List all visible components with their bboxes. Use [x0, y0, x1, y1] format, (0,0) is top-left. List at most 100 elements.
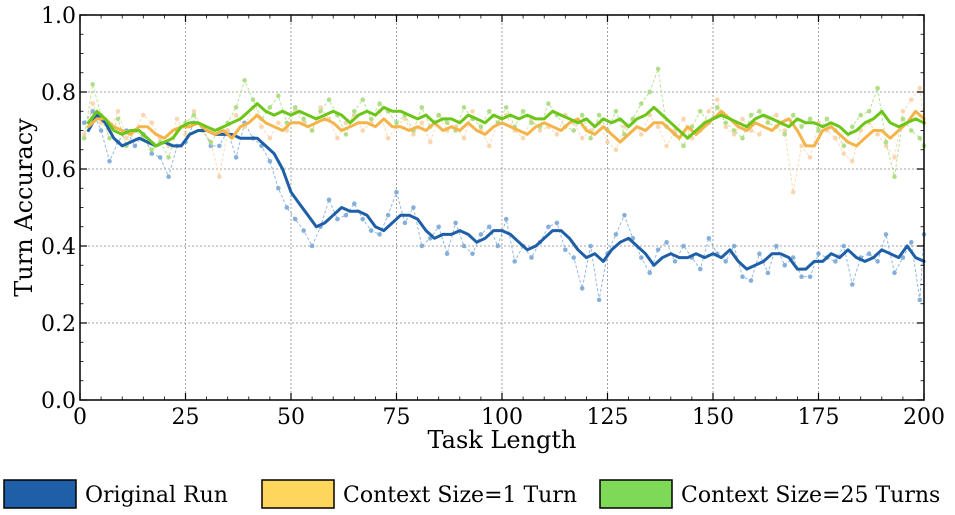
data-point-context-size-1-turn: [917, 85, 923, 91]
data-point-original-run: [731, 243, 737, 249]
data-point-context-size-25-turns: [326, 97, 332, 102]
data-point-context-size-1-turn: [276, 120, 281, 126]
data-point-context-size-25-turns: [807, 116, 813, 122]
x-tick-label: 200: [903, 405, 945, 430]
data-point-context-size-25-turns: [917, 135, 923, 141]
data-point-context-size-1-turn: [731, 132, 737, 137]
data-point-context-size-25-turns: [850, 124, 855, 129]
data-point-original-run: [698, 266, 703, 272]
data-point-original-run: [757, 251, 762, 256]
data-point-original-run: [622, 212, 627, 218]
data-point-original-run: [453, 220, 458, 226]
data-point-context-size-25-turns: [276, 93, 281, 99]
data-point-context-size-1-turn: [723, 124, 728, 129]
data-point-context-size-25-turns: [824, 116, 830, 122]
data-point-context-size-25-turns: [588, 135, 593, 141]
data-point-original-run: [765, 270, 771, 276]
x-tick-label: 125: [587, 405, 629, 430]
data-point-context-size-1-turn: [757, 132, 762, 137]
data-point-context-size-1-turn: [335, 135, 340, 141]
x-tick-label: 175: [798, 405, 840, 430]
data-point-original-run: [529, 255, 534, 260]
x-tick-label: 50: [277, 405, 305, 430]
data-point-context-size-1-turn: [470, 109, 475, 114]
data-point-context-size-1-turn: [191, 109, 197, 114]
data-point-context-size-25-turns: [309, 128, 315, 133]
data-point-original-run: [309, 243, 315, 249]
data-point-original-run: [335, 216, 340, 222]
data-point-original-run: [866, 251, 872, 256]
data-point-context-size-1-turn: [554, 132, 560, 137]
data-point-original-run: [512, 259, 517, 264]
data-point-original-run: [166, 174, 171, 179]
y-axis-label: Turn Accuracy: [10, 118, 38, 297]
axis-ticks: [79, 14, 925, 401]
legend-label: Original Run: [85, 483, 228, 508]
data-point-context-size-1-turn: [411, 132, 416, 137]
data-point-original-run: [276, 185, 281, 191]
data-point-original-run: [833, 259, 838, 264]
data-point-context-size-25-turns: [301, 116, 307, 122]
data-point-original-run: [681, 243, 686, 249]
raw-series-group: [81, 66, 927, 303]
data-point-context-size-25-turns: [596, 112, 602, 118]
legend-swatch: [599, 479, 673, 509]
data-point-original-run: [554, 220, 560, 226]
x-axis-label: Task Length: [427, 426, 576, 454]
y-tick-label: 0.0: [41, 389, 76, 414]
data-point-context-size-1-turn: [790, 189, 796, 195]
data-point-context-size-25-turns: [250, 97, 256, 102]
data-point-context-size-25-turns: [90, 82, 95, 87]
data-point-context-size-25-turns: [487, 109, 492, 114]
data-point-context-size-25-turns: [571, 128, 576, 133]
y-tick-label: 0.6: [41, 158, 76, 183]
data-point-original-run: [132, 143, 138, 149]
data-point-original-run: [343, 212, 349, 218]
data-point-context-size-25-turns: [731, 128, 737, 133]
data-point-context-size-25-turns: [419, 105, 425, 110]
data-point-context-size-1-turn: [402, 116, 408, 122]
data-point-context-size-25-turns: [267, 105, 273, 110]
data-point-original-run: [360, 216, 366, 222]
data-point-context-size-25-turns: [782, 132, 787, 137]
data-point-original-run: [487, 224, 492, 230]
data-point-original-run: [596, 297, 602, 303]
x-tick-label: 75: [383, 405, 411, 430]
data-point-context-size-1-turn: [141, 112, 146, 118]
data-point-original-run: [909, 239, 914, 245]
data-point-context-size-1-turn: [655, 124, 661, 129]
data-point-context-size-25-turns: [647, 89, 652, 95]
data-point-context-size-1-turn: [419, 120, 425, 126]
x-tick-label: 25: [172, 405, 200, 430]
data-point-original-run: [655, 247, 661, 253]
data-point-original-run: [326, 197, 332, 203]
data-point-original-run: [850, 282, 855, 287]
data-point-context-size-1-turn: [520, 135, 526, 141]
data-point-context-size-1-turn: [799, 143, 804, 149]
data-point-context-size-25-turns: [757, 109, 762, 114]
smoothed-series-group: [86, 102, 926, 271]
data-point-original-run: [385, 212, 391, 218]
data-point-original-run: [900, 255, 906, 260]
data-point-original-run: [774, 243, 779, 249]
data-point-context-size-25-turns: [444, 120, 450, 126]
data-point-original-run: [613, 232, 619, 237]
data-point-context-size-25-turns: [436, 112, 442, 118]
data-point-context-size-25-turns: [242, 78, 247, 83]
data-point-context-size-25-turns: [546, 101, 551, 106]
data-point-original-run: [579, 286, 585, 291]
data-point-original-run: [368, 228, 374, 233]
data-point-context-size-25-turns: [233, 105, 239, 110]
data-point-original-run: [706, 236, 712, 241]
data-point-context-size-1-turn: [900, 109, 906, 114]
data-point-context-size-25-turns: [461, 105, 467, 110]
data-point-context-size-25-turns: [149, 147, 154, 153]
smoothed-line-context-size-1-turn: [86, 109, 926, 148]
data-point-context-size-1-turn: [149, 120, 154, 126]
data-point-context-size-1-turn: [385, 135, 391, 141]
data-point-original-run: [233, 155, 239, 160]
data-point-original-run: [419, 243, 425, 249]
data-point-context-size-1-turn: [714, 97, 720, 102]
data-point-context-size-1-turn: [537, 128, 543, 133]
data-point-original-run: [503, 216, 509, 222]
